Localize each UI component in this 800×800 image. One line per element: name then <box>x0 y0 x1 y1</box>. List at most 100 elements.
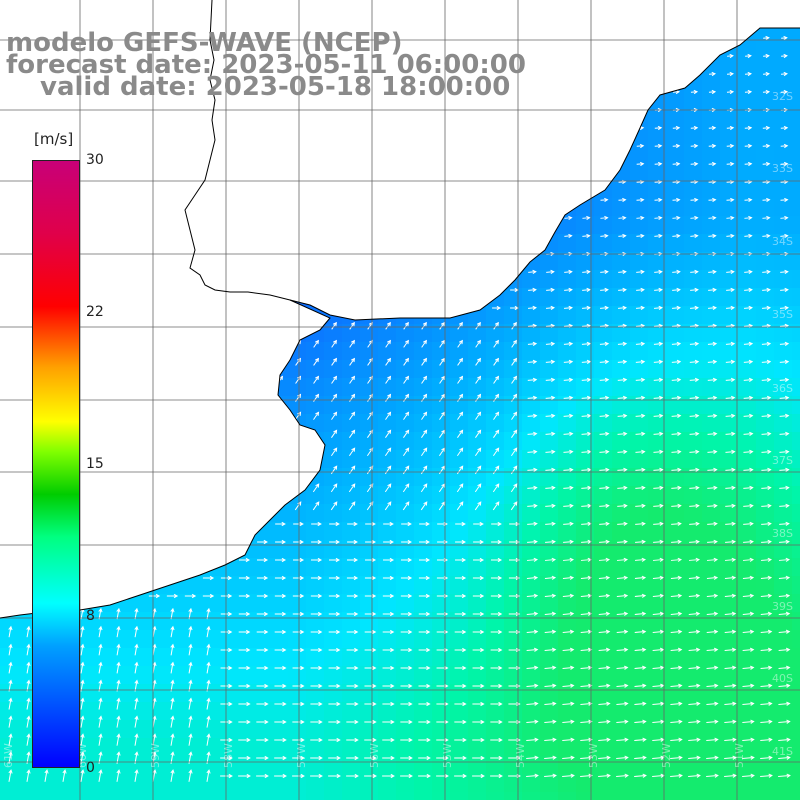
wind-arrow-head <box>786 719 791 724</box>
wind-arrow-shaft <box>671 379 681 381</box>
wind-arrow <box>634 701 647 706</box>
wind-arrow <box>599 539 610 544</box>
wind-arrow-head <box>425 557 431 563</box>
wind-arrow-head <box>300 737 305 743</box>
wind-arrow-shaft <box>563 541 573 543</box>
wind-arrow-head <box>749 431 754 436</box>
wind-cell <box>324 522 343 541</box>
wind-arrow-shaft <box>492 483 500 493</box>
wind-cell <box>180 648 199 667</box>
wind-cell <box>594 198 613 217</box>
wind-arrow <box>349 321 355 330</box>
wind-cell <box>702 450 721 469</box>
wind-arrow-shaft <box>617 325 627 327</box>
wind-cell <box>540 666 559 685</box>
wind-arrow-shaft <box>706 649 718 651</box>
wind-arrow-shaft <box>652 739 664 741</box>
wind-cell <box>432 378 451 397</box>
wind-cell <box>216 666 235 685</box>
wind-arrow-head <box>677 557 683 562</box>
wind-cell <box>576 450 595 469</box>
wind-arrow-shaft <box>598 703 610 705</box>
wind-arrow-head <box>765 143 771 149</box>
wind-cell <box>594 666 613 685</box>
wind-arrow-shaft <box>170 662 174 674</box>
wind-arrow-shaft <box>402 483 410 493</box>
wind-arrow-shaft <box>760 703 772 705</box>
wind-arrow-shaft <box>688 721 700 723</box>
wind-arrow-shaft <box>618 235 626 237</box>
wind-arrow-head <box>480 701 485 707</box>
wind-cell <box>558 648 577 667</box>
wind-cell <box>414 504 433 523</box>
wind-arrow-head <box>711 71 717 77</box>
wind-arrow-head <box>641 647 647 652</box>
wind-arrow-head <box>713 611 719 616</box>
wind-cell <box>522 360 541 379</box>
wind-arrow <box>402 447 410 457</box>
wind-arrow-head <box>534 737 539 742</box>
wind-arrow-head <box>586 395 592 400</box>
wind-cell <box>540 720 559 739</box>
wind-arrow-head <box>206 733 211 738</box>
wind-arrow-shaft <box>367 322 373 330</box>
wind-arrow <box>581 431 592 436</box>
wind-arrow-head <box>282 701 287 707</box>
wind-arrow-shaft <box>563 451 573 453</box>
wind-arrow-head <box>281 521 286 527</box>
wind-arrow-shaft <box>670 685 682 687</box>
wind-cell <box>684 342 703 361</box>
wind-arrow-shaft <box>403 412 409 420</box>
wind-cell <box>792 216 800 235</box>
wind-arrow-head <box>425 611 431 617</box>
wind-arrow <box>8 625 13 638</box>
wind-arrow-shaft <box>420 501 428 511</box>
wind-arrow <box>527 431 538 436</box>
wind-arrow-shaft <box>98 698 102 710</box>
wind-arrow <box>600 215 609 221</box>
wind-arrow-shaft <box>706 559 718 561</box>
wind-arrow-head <box>730 377 736 382</box>
wind-arrow-head <box>767 431 772 436</box>
wind-arrow <box>328 737 341 743</box>
wind-arrow-shaft <box>778 739 790 741</box>
wind-arrow-shaft <box>349 340 355 348</box>
wind-arrow <box>562 593 575 598</box>
wind-arrow-head <box>604 305 609 311</box>
wind-arrow <box>780 143 789 149</box>
wind-arrow-shaft <box>580 685 592 687</box>
wind-arrow-shaft <box>636 307 644 309</box>
wind-cell <box>720 576 739 595</box>
wind-arrow <box>761 377 772 382</box>
wind-arrow-head <box>336 737 341 743</box>
wind-cell <box>378 612 397 631</box>
wind-arrow-head <box>766 377 772 382</box>
wind-arrow-head <box>659 629 665 634</box>
wind-arrow-shaft <box>708 127 716 129</box>
wind-arrow <box>653 431 664 436</box>
wind-arrow-shaft <box>367 358 373 366</box>
wind-arrow <box>744 71 753 77</box>
wind-cell <box>324 684 343 703</box>
wind-arrow-shaft <box>635 397 645 399</box>
wind-arrow-shaft <box>743 469 753 471</box>
wind-arrow-shaft <box>653 415 663 417</box>
wind-arrow-head <box>747 53 752 59</box>
wind-arrow-head <box>766 395 772 400</box>
wind-arrow-head <box>765 53 770 59</box>
wind-cell <box>666 468 685 487</box>
wind-cell <box>414 702 433 721</box>
wind-arrow-head <box>8 733 13 738</box>
wind-cell <box>180 666 199 685</box>
wind-arrow-head <box>80 679 85 685</box>
wind-arrow-head <box>170 643 175 649</box>
wind-arrow-head <box>767 521 772 526</box>
wind-arrow-head <box>80 661 85 667</box>
wind-cell <box>270 702 289 721</box>
wind-arrow <box>744 143 753 149</box>
wind-cell <box>630 792 649 800</box>
wind-cell <box>216 702 235 721</box>
wind-cell <box>504 576 523 595</box>
wind-arrow-head <box>282 683 287 689</box>
wind-cell <box>288 540 307 559</box>
